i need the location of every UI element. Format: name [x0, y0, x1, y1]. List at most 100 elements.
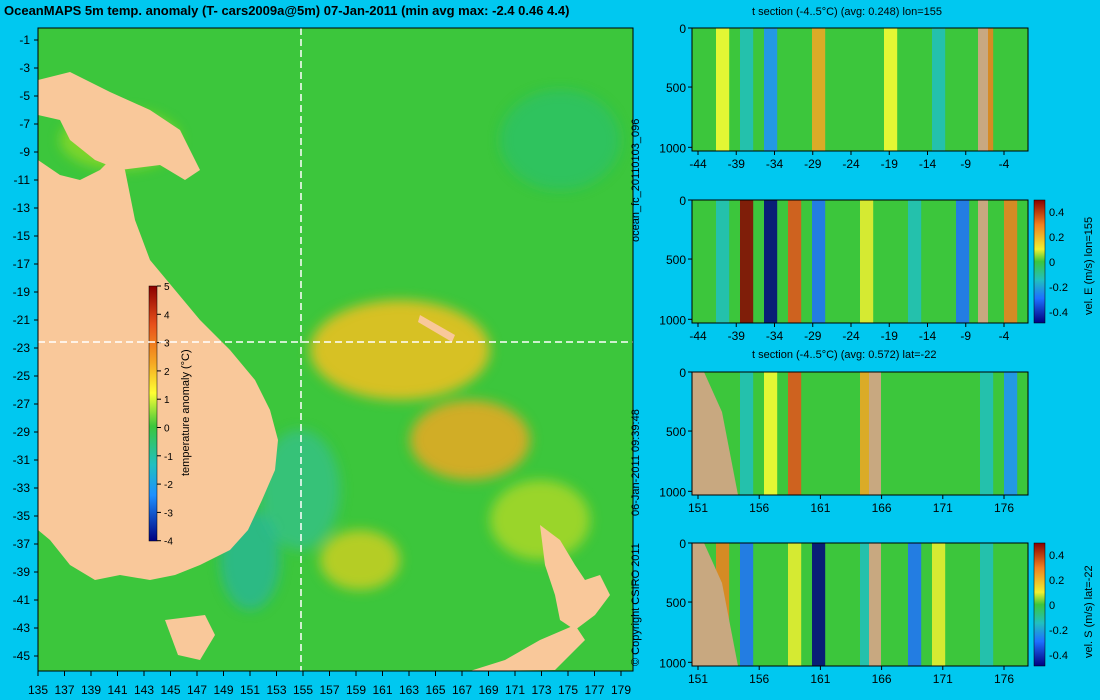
y-tick-label: 500	[666, 253, 686, 267]
velocity-colorbar-tick: 0	[1049, 600, 1055, 612]
section-stripe	[884, 28, 898, 151]
lon-tick-label: 179	[611, 683, 631, 697]
timestamp-label: 06-Jan-2011 09:39:48	[630, 409, 642, 516]
colorbar-tick-label: -3	[164, 508, 173, 519]
lon-tick-label: 167	[452, 683, 472, 697]
lat-tick-label: -9	[19, 145, 30, 159]
y-tick-label: 500	[666, 81, 686, 95]
section-stripe	[812, 200, 826, 323]
x-tick-label: -14	[919, 329, 937, 343]
velocity-colorbar-tick: 0.4	[1049, 550, 1064, 562]
colorbar-tick-label: 5	[164, 282, 170, 293]
section-stripe	[836, 200, 850, 323]
section-stripe	[908, 543, 922, 666]
x-tick-label: -14	[919, 157, 937, 171]
x-tick-label: 161	[810, 672, 830, 686]
section-stripe	[1004, 28, 1018, 151]
land-nz-south	[470, 625, 585, 671]
lat-axis: -1 -3 -5 -7 -9 -11 -13 -15 -17 -19 -21 -23 -25 -27 -29…	[13, 33, 38, 663]
x-tick-label: 161	[810, 501, 830, 515]
section-stripe	[788, 543, 802, 666]
section-stripe	[812, 28, 826, 151]
x-tick-label: -34	[766, 157, 784, 171]
section-stripe	[908, 28, 922, 151]
section-stripe	[980, 543, 994, 666]
section-stripe	[812, 543, 826, 666]
section-stripe	[764, 543, 778, 666]
x-tick-label: -44	[689, 329, 707, 343]
section-stripe	[836, 28, 850, 151]
x-tick-label: -4	[999, 329, 1010, 343]
section-stripe	[1004, 200, 1018, 323]
lat-tick-label: -7	[19, 117, 30, 131]
x-tick-label: -44	[689, 157, 707, 171]
colorbar-tick-label: 3	[164, 339, 170, 350]
x-tick-label: 166	[872, 672, 892, 686]
section-stripe	[932, 28, 946, 151]
velocity-colorbar-tick: 0	[1049, 257, 1055, 269]
lat-tick-label: -41	[13, 593, 31, 607]
land-mask	[692, 372, 738, 495]
lon-tick-label: 157	[319, 683, 339, 697]
section-frame	[691, 371, 1029, 496]
temperature-colorbar	[148, 285, 158, 542]
lat-tick-label: -33	[13, 481, 31, 495]
section-stripe	[884, 200, 898, 323]
lon-tick-label: 173	[531, 683, 551, 697]
section-stripe	[788, 372, 802, 495]
x-tick-label: -24	[842, 157, 860, 171]
section-stripe	[860, 28, 874, 151]
lat-tick-label: -39	[13, 565, 31, 579]
x-tick-label: -29	[804, 329, 822, 343]
section-stripe	[836, 543, 850, 666]
lat-tick-label: -21	[13, 313, 31, 327]
section-stripe	[692, 28, 706, 151]
velocity-colorbar	[1033, 199, 1046, 324]
lat-tick-label: -1	[19, 33, 30, 47]
lon-tick-label: 153	[266, 683, 286, 697]
land-mask	[692, 543, 738, 666]
section-stripe	[932, 372, 946, 495]
colorbar-tick-label: 0	[164, 424, 170, 435]
section-stripe	[932, 543, 946, 666]
map-frame	[37, 27, 634, 672]
lat-tick-label: -35	[13, 509, 31, 523]
x-tick-label: -29	[804, 157, 822, 171]
velocity-colorbar-tick: 0.2	[1049, 232, 1064, 244]
colorbar-tick-label: 4	[164, 310, 170, 321]
lat-tick-label: -3	[19, 61, 30, 75]
velocity-colorbar-tick: -0.4	[1049, 307, 1068, 319]
lat-tick-label: -17	[13, 257, 31, 271]
lat-tick-label: -19	[13, 285, 31, 299]
section-panel-2: 0 500 1000-44 -39 -34 -29 -24 -19 -14 -9 -4 0.4 0.2 0…	[659, 194, 1095, 343]
x-tick-label: -39	[728, 329, 746, 343]
lat-tick-label: -45	[13, 649, 31, 663]
land-new-caledonia	[418, 315, 455, 342]
lon-tick-label: 159	[346, 683, 366, 697]
lon-tick-label: 175	[558, 683, 578, 697]
x-tick-label: -39	[728, 157, 746, 171]
lat-tick-label: -11	[14, 173, 31, 187]
panel-3-title: t section (-4..5°C) (avg: 0.572) lat=-22	[752, 349, 937, 361]
lon-tick-label: 135	[28, 683, 48, 697]
x-tick-label: -34	[766, 329, 784, 343]
x-tick-label: 156	[749, 672, 769, 686]
section-stripe	[788, 200, 802, 323]
section-stripe	[788, 28, 802, 151]
colorbar-tick-label: 1	[164, 395, 170, 406]
section-stripe	[932, 200, 946, 323]
lat-tick-label: -15	[13, 229, 31, 243]
lat-tick-label: -37	[13, 537, 31, 551]
lon-tick-label: 161	[372, 683, 392, 697]
x-tick-label: 151	[688, 501, 708, 515]
x-tick-label: 176	[994, 672, 1014, 686]
velocity-colorbar-tick: -0.2	[1049, 282, 1068, 294]
lat-tick-label: -5	[19, 89, 30, 103]
y-tick-label: 0	[679, 194, 686, 208]
lat-tick-label: -29	[13, 425, 31, 439]
land-tasmania	[165, 615, 215, 660]
section-frame	[691, 542, 1029, 667]
lon-tick-label: 151	[240, 683, 260, 697]
lat-tick-label: -31	[13, 453, 31, 467]
y-tick-label: 0	[679, 22, 686, 36]
